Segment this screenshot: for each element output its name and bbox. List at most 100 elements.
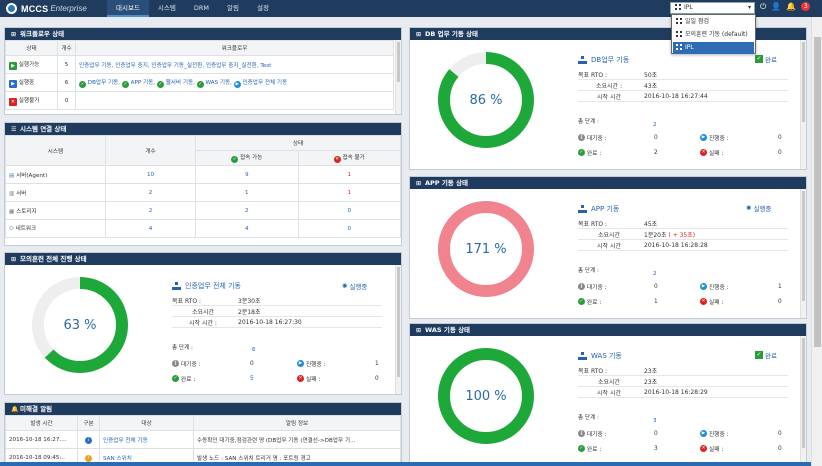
- menu-dashboard[interactable]: 대시보드: [107, 0, 149, 17]
- power-icon[interactable]: ⏻: [760, 2, 767, 11]
- bell-icon: 🔔: [11, 406, 19, 413]
- total-steps: 총 단계 :: [578, 266, 599, 274]
- kv-key: 소요시간: [597, 378, 621, 386]
- steps-value: 2: [653, 271, 657, 277]
- workflow-link[interactable]: APP 기동,: [130, 79, 156, 86]
- ok-cell[interactable]: 2: [195, 201, 299, 220]
- fail-cell[interactable]: 0: [297, 219, 401, 238]
- job-info: DB업무 기동 ✓ 완료 목표 RTO :50초 소요시간 :43초 시작 시간 2…: [578, 55, 788, 157]
- kv-value: 2016-10-18 16:28:29: [644, 388, 708, 396]
- steps-label: 총 단계 :: [578, 415, 599, 421]
- job-donut: 100 %: [436, 346, 536, 446]
- play-icon: ▶: [700, 283, 707, 290]
- main-menu: 대시보드 시스템 DRM 알림 설정: [107, 0, 278, 17]
- fail-cell[interactable]: 1: [297, 183, 401, 202]
- option-drill[interactable]: 모의훈련 기동 (default): [673, 29, 754, 41]
- scrollbar[interactable]: [800, 40, 806, 169]
- scrollbar[interactable]: [800, 189, 806, 318]
- check-icon: ✓: [172, 375, 179, 382]
- count-cell[interactable]: 2: [105, 201, 196, 220]
- fail-cell[interactable]: 1: [297, 165, 401, 184]
- scrollbar[interactable]: [800, 336, 806, 465]
- logo[interactable]: MCCS Enterprise: [6, 3, 87, 14]
- complete-label: 완료: [765, 352, 777, 360]
- count-cell[interactable]: 2: [105, 183, 196, 202]
- ok-cell[interactable]: 1: [195, 183, 299, 202]
- drill-name[interactable]: 인증업무 전체 기동: [172, 281, 382, 291]
- logo-subtext: Enterprise: [50, 4, 87, 13]
- panel-header: 🔔 미해결 알림: [5, 403, 401, 415]
- workflow-link[interactable]: 인증업무 전체 기동: [242, 79, 288, 86]
- count-cell[interactable]: 4: [105, 219, 196, 238]
- play-icon: ▶: [297, 360, 304, 367]
- job-name-label: WAS 기동: [591, 352, 622, 360]
- menu-alarm[interactable]: 알림: [227, 4, 239, 12]
- job-kv-list: 목표 RTO : 50초 소요시간 : 43초 시작 시간 2016-10-18 16…: [578, 69, 788, 102]
- info-cell: 수동확인 대기중,점검관련 명 (DB업무 기동 (연결선->DB업무 기...: [193, 430, 401, 449]
- job-kv-list: 목표 RTO : 45초 소요시간 1분20초 ( + 35초) 시작 시간 2016…: [578, 218, 788, 251]
- workflow-link[interactable]: 웹서버 기동,: [165, 79, 195, 86]
- job-name[interactable]: WAS 기동: [578, 351, 788, 361]
- menu-system[interactable]: 시스템: [157, 4, 176, 12]
- panel-header: ☰ 시스템 연결 상태: [5, 123, 401, 135]
- sitemap-icon: ⊞: [416, 327, 422, 334]
- option-daily-check[interactable]: 일일 점검: [673, 16, 754, 28]
- kv-value: 2016-10-18 16:28:28: [644, 241, 708, 249]
- stat-value: 2: [654, 149, 658, 156]
- col-header: 개수: [57, 40, 76, 56]
- scrollbar[interactable]: [395, 40, 401, 114]
- donut-arc: [438, 52, 534, 148]
- check-icon: ✓: [121, 80, 129, 88]
- count-cell[interactable]: 10: [105, 165, 196, 184]
- grid-icon: [676, 31, 682, 37]
- stat-label: 실패 :: [708, 447, 724, 453]
- table-row[interactable]: 2016-10-18 16:27.... i 인증업무 전체 기동 수동확인 대기중,…: [5, 430, 401, 449]
- job-kv-list: 목표 RTO : 23초 소요시간 23초 시작 시간 2016-10-18 16:2…: [578, 365, 788, 398]
- target-cell[interactable]: 인증업무 전체 기동: [99, 430, 194, 449]
- header-label: 접속 불가: [342, 155, 365, 161]
- user-icon[interactable]: 👤: [771, 2, 782, 11]
- ok-cell[interactable]: 9: [195, 165, 299, 184]
- done-stat: ✓ 완료 : 3: [578, 444, 658, 453]
- option-ipl[interactable]: IPL: [673, 42, 754, 54]
- pause-icon: ‖: [578, 430, 585, 437]
- page-scrollbar[interactable]: [811, 17, 822, 466]
- menu-settings[interactable]: 설정: [256, 4, 269, 12]
- menu-drm[interactable]: DRM: [193, 4, 210, 12]
- status-label: 실행가능: [18, 61, 40, 68]
- workflow-link[interactable]: WAS 기동,: [205, 79, 232, 86]
- donut-percent-label: 86 %: [469, 93, 502, 108]
- workflow-links[interactable]: 인증업무 기동, 인증업무 중지, 인증업무 기동_실전환, 인증업무 중지_실…: [75, 55, 394, 74]
- bell-icon[interactable]: 🔔: [786, 2, 797, 11]
- sitemap-icon: [172, 282, 181, 290]
- panel-title: 미해결 알림: [20, 405, 53, 413]
- scrollbar-thumb[interactable]: [397, 267, 400, 377]
- stat-label: 진행중 :: [708, 136, 729, 142]
- page-scrollbar-thumb[interactable]: [814, 37, 821, 347]
- spinner-icon: ✺: [746, 204, 752, 212]
- scrollbar-thumb[interactable]: [802, 338, 805, 448]
- play-icon: ▶: [700, 134, 707, 141]
- header-label: 접속 가능: [239, 155, 263, 161]
- scrollbar-thumb[interactable]: [802, 191, 805, 301]
- panel-title: WAS 기동 상태: [425, 326, 471, 334]
- job-name[interactable]: DB업무 기동: [578, 55, 788, 65]
- scrollbar-thumb[interactable]: [397, 42, 400, 82]
- workflow-link[interactable]: DB업무 기동,: [87, 79, 121, 86]
- stat-value: 1: [375, 360, 379, 367]
- stat-label: 완료 :: [180, 377, 196, 383]
- stat-label: 완료 :: [586, 151, 602, 157]
- x-icon: ✕: [333, 156, 341, 163]
- col-header: 대상: [99, 415, 194, 431]
- fail-cell[interactable]: 0: [297, 201, 401, 220]
- scrollbar[interactable]: [395, 265, 401, 394]
- chevron-down-icon: ▾: [747, 4, 751, 11]
- col-header: 알림 정보: [193, 415, 401, 431]
- workflow-links: ✓ DB업무 기동, ✓ APP 기동, ✓ 웹서버 기동, ✓ WAS 기동,…: [75, 73, 394, 92]
- job-name[interactable]: APP 기동: [578, 204, 788, 214]
- scenario-select[interactable]: IPL ▾: [670, 2, 755, 14]
- stat-label: 대기중 :: [180, 362, 201, 368]
- ok-cell[interactable]: 4: [195, 219, 299, 238]
- scrollbar-thumb[interactable]: [802, 42, 805, 122]
- system-cell: ⬭ 네트워크: [5, 219, 106, 238]
